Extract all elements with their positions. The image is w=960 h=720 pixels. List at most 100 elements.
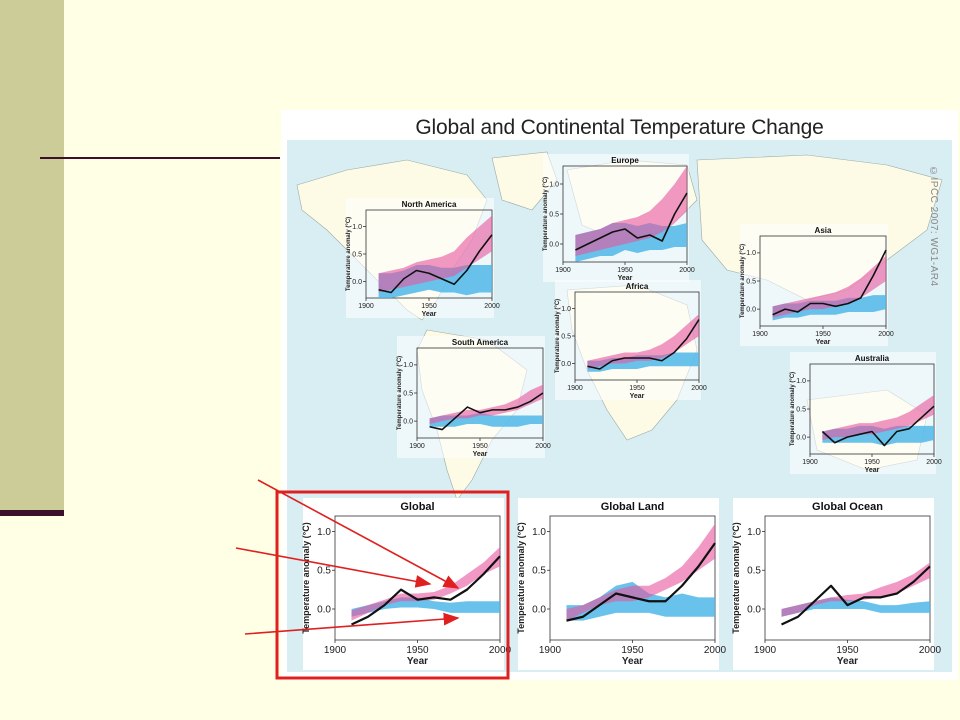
global-ocean-x-axis-label: Year: [837, 656, 858, 667]
south-america-y-tick-label: 0.5: [403, 390, 413, 397]
global-land-anthropogenic-band: [566, 523, 715, 621]
europe-y-tick-label: 0.0: [549, 241, 559, 248]
global-ocean-chart-title: Global Ocean: [812, 501, 883, 513]
north-america-x-tick-label: 2000: [484, 303, 500, 310]
asia-chart: Asia 1900 1950 2000 0.0 0.5 1.0 Year Temperature…: [740, 224, 894, 346]
africa-y-tick-label: 1.0: [561, 306, 571, 313]
europe-chart-title: Europe: [611, 156, 639, 165]
australia-y-axis-label: Temperature anomaly (°C): [790, 372, 796, 446]
north-america-x-tick-label: 1950: [421, 303, 437, 310]
global-ocean-chart: Global Ocean 1900 1950 2000 0.0 0.5 1.0 Year Tem…: [731, 498, 942, 670]
south-america-y-tick-label: 1.0: [403, 362, 413, 369]
australia-x-tick-label: 1900: [802, 459, 818, 466]
europe-x-tick-label: 1900: [555, 267, 571, 274]
south-america-y-axis-label: Temperature anomaly (°C): [397, 356, 403, 430]
north-america-x-axis-label: Year: [422, 311, 437, 318]
australia-anthropogenic-band: [822, 394, 934, 440]
australia-y-tick-label: 0.5: [796, 406, 806, 413]
north-america-y-tick-label: 1.0: [352, 224, 362, 231]
global-x-tick-label: 2000: [489, 645, 512, 656]
south-america-chart: South America 1900 1950 2000 0.0 0.5 1.0 Year Te…: [397, 336, 551, 458]
south-america-anthropogenic-band: [429, 384, 543, 424]
global-land-chart: Global Land 1900 1950 2000 0.0 0.5 1.0 Year Temp…: [516, 498, 727, 670]
south-america-chart-title: South America: [452, 338, 509, 347]
south-america-y-tick-label: 0.0: [403, 418, 413, 425]
australia-x-tick-label: 1950: [864, 459, 880, 466]
figure-title: Global and Continental Temperature Chang…: [415, 116, 824, 139]
africa-anthropogenic-band: [587, 314, 699, 369]
global-land-natural-band: [566, 581, 715, 621]
slide-sidebar-footer-bar: [0, 510, 64, 516]
global-ocean-y-tick-label: 0.5: [747, 566, 761, 577]
australia-observed-line: [821, 405, 935, 447]
europe-observed-line: [575, 192, 688, 251]
global-land-y-axis-label: Temperature anomaly (°C): [516, 522, 526, 633]
slide-title-rule: [40, 157, 280, 159]
asia-x-tick-label: 1900: [752, 331, 768, 338]
global-x-axis-label: Year: [407, 656, 428, 667]
north-america-x-tick-label: 1900: [358, 303, 374, 310]
global-ocean-x-tick-label: 1900: [754, 645, 777, 656]
global-land-x-tick-label: 1900: [539, 645, 562, 656]
africa-y-axis-label: Temperature anomaly (°C): [555, 299, 561, 373]
africa-chart-title: Africa: [626, 282, 649, 291]
global-chart-title: Global: [400, 501, 434, 513]
north-america-chart: North America 1900 1950 2000 0.0 0.5 1.0 Year Te…: [346, 198, 500, 318]
south-america-observed-line: [429, 392, 544, 431]
global-ocean-x-tick-label: 1950: [836, 645, 859, 656]
north-america-chart-title: North America: [402, 200, 457, 209]
global-ocean-anthropogenic-band: [781, 562, 930, 617]
north-america-observed-line: [378, 234, 493, 294]
north-america-y-tick-label: 0.0: [352, 279, 362, 286]
global-land-chart-title: Global Land: [601, 501, 665, 513]
north-america-y-tick-label: 0.5: [352, 251, 362, 258]
africa-observed-line: [587, 319, 700, 370]
africa-x-tick-label: 1900: [567, 385, 583, 392]
south-america-x-tick-label: 2000: [535, 443, 551, 450]
africa-y-tick-label: 0.0: [561, 361, 571, 368]
global-y-tick-label: 1.0: [317, 527, 331, 538]
slide-sidebar-bar: [0, 0, 64, 510]
africa-x-axis-label: Year: [630, 393, 645, 400]
global-land-y-tick-label: 1.0: [532, 527, 546, 538]
global-y-axis-label: Temperature anomaly (°C): [301, 522, 311, 633]
asia-x-axis-label: Year: [816, 339, 831, 346]
europe-y-axis-label: Temperature anomaly (°C): [543, 177, 549, 251]
ipcc-credit: ©IPCC 2007: WG1-AR4: [928, 166, 939, 287]
europe-x-tick-label: 2000: [679, 267, 695, 274]
south-america-x-tick-label: 1950: [472, 443, 488, 450]
global-ocean-y-tick-label: 0.0: [747, 604, 761, 615]
global-land-y-tick-label: 0.0: [532, 604, 546, 615]
global-ocean-y-axis-label: Temperature anomaly (°C): [731, 522, 741, 633]
africa-x-tick-label: 1950: [629, 385, 645, 392]
global-land-x-tick-label: 1950: [621, 645, 644, 656]
africa-x-tick-label: 2000: [691, 385, 707, 392]
asia-y-tick-label: 0.5: [746, 278, 756, 285]
africa-natural-band: [587, 352, 699, 372]
asia-y-tick-label: 0.0: [746, 306, 756, 313]
global-y-tick-label: 0.5: [317, 566, 331, 577]
global-land-observed-line: [566, 542, 716, 622]
africa-y-tick-label: 0.5: [561, 333, 571, 340]
europe-y-tick-label: 0.5: [549, 211, 559, 218]
europe-anthropogenic-band: [575, 166, 687, 256]
australia-x-tick-label: 2000: [926, 459, 942, 466]
europe-y-tick-label: 1.0: [549, 181, 559, 188]
australia-chart-title: Australia: [855, 354, 890, 363]
north-america-anthropogenic-band: [378, 215, 492, 293]
global-ocean-y-tick-label: 1.0: [747, 527, 761, 538]
global-land-x-tick-label: 2000: [704, 645, 727, 656]
south-america-x-axis-label: Year: [473, 451, 488, 458]
asia-x-tick-label: 1950: [815, 331, 831, 338]
asia-y-axis-label: Temperature anomaly (°C): [740, 244, 746, 318]
south-america-x-tick-label: 1900: [409, 443, 425, 450]
global-land-panel: [518, 498, 719, 670]
australia-chart: Australia 1900 1950 2000 0.0 0.5 1.0 Year Temper…: [790, 352, 942, 474]
global-land-y-tick-label: 0.5: [532, 566, 546, 577]
asia-anthropogenic-band: [772, 255, 886, 318]
africa-chart: Africa 1900 1950 2000 0.0 0.5 1.0 Year Temperatu…: [555, 280, 707, 400]
australia-y-tick-label: 0.0: [796, 434, 806, 441]
global-chart: Global 1900 1950 2000 0.0 0.5 1.0 Year Temperatu…: [301, 498, 512, 670]
europe-x-axis-label: Year: [618, 275, 633, 282]
europe-chart: Europe 1900 1950 2000 0.0 0.5 1.0 Year Temperatu…: [543, 154, 695, 282]
